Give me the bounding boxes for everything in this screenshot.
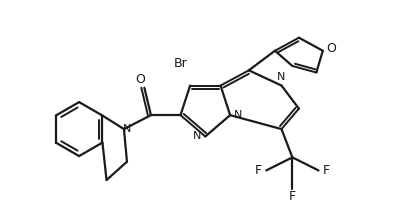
Text: N: N <box>234 110 242 120</box>
Text: Br: Br <box>173 57 188 70</box>
Text: N: N <box>123 124 132 134</box>
Text: O: O <box>327 42 337 55</box>
Text: N: N <box>193 131 202 141</box>
Text: F: F <box>323 164 330 177</box>
Text: N: N <box>277 72 286 82</box>
Text: O: O <box>135 73 145 87</box>
Text: F: F <box>289 190 296 203</box>
Text: F: F <box>255 164 262 177</box>
